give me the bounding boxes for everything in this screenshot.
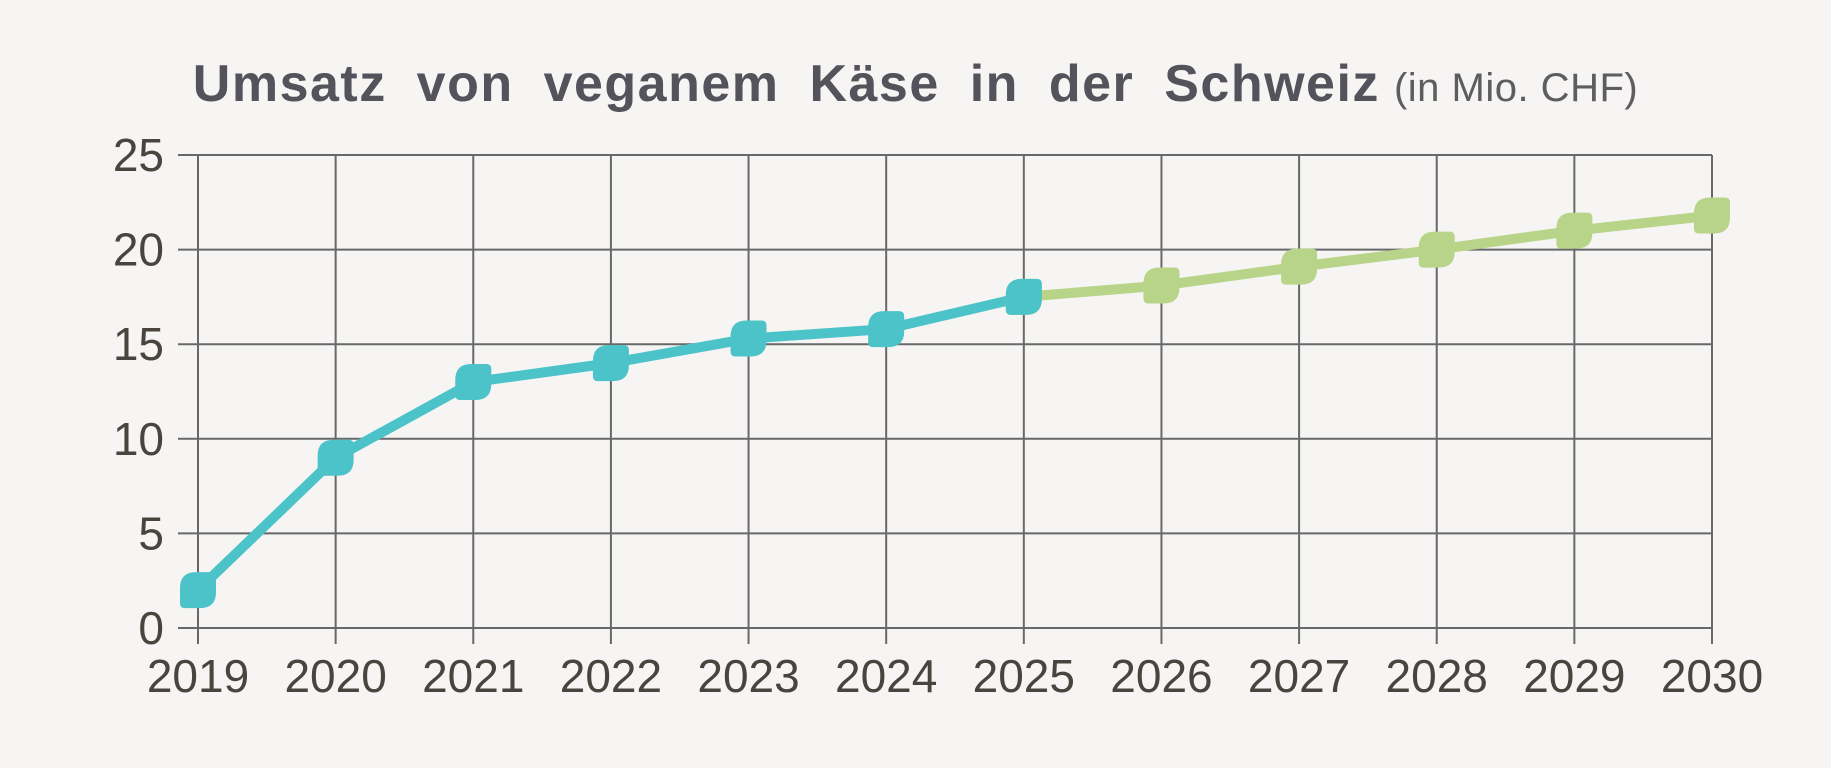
x-axis-tick-label: 2025 <box>973 650 1075 702</box>
data-point-marker-teal-2019 <box>180 572 216 609</box>
series-line-green <box>1018 210 1717 302</box>
y-axis-tick-label: 0 <box>138 602 164 654</box>
data-point-marker-teal-2023 <box>730 320 767 357</box>
x-axis-tick-label: 2022 <box>560 650 662 702</box>
y-axis-tick-label: 25 <box>113 129 164 181</box>
y-axis-tick-label: 10 <box>113 413 164 465</box>
x-axis-tick-label: 2028 <box>1386 650 1488 702</box>
data-point-marker-green-2028 <box>1418 231 1455 268</box>
x-axis-tick-label: 2027 <box>1248 650 1350 702</box>
chart-title-unit: (in Mio. CHF) <box>1393 66 1639 110</box>
x-axis-tick-label: 2026 <box>1110 650 1212 702</box>
data-point-marker-green-2026 <box>1143 267 1180 304</box>
data-point-marker-teal-2020 <box>317 439 354 476</box>
y-axis-tick-label: 20 <box>113 224 164 276</box>
x-axis-tick-label: 2023 <box>697 650 799 702</box>
data-point-marker-green-2029 <box>1556 212 1593 249</box>
data-point-marker-green-2030 <box>1694 197 1730 234</box>
data-point-marker-teal-2024 <box>868 311 905 348</box>
data-point-marker-green-2027 <box>1281 248 1318 285</box>
y-axis-tick-label: 5 <box>138 507 164 559</box>
chart-title: Umsatz von veganem Käse in der Schweiz (i… <box>0 54 1831 114</box>
x-axis-tick-label: 2019 <box>147 650 249 702</box>
x-axis-tick-label: 2021 <box>422 650 524 702</box>
x-axis-tick-label: 2020 <box>284 650 386 702</box>
chart-title-text: Umsatz von veganem Käse in der Schweiz <box>192 55 1380 113</box>
x-axis-tick-label: 2029 <box>1523 650 1625 702</box>
x-axis-tick-label: 2030 <box>1661 650 1763 702</box>
data-point-marker-teal-2022 <box>592 345 629 382</box>
y-axis-tick-label: 15 <box>113 318 164 370</box>
x-axis-tick-label: 2024 <box>835 650 937 702</box>
data-point-marker-teal-2025 <box>1005 278 1042 315</box>
data-point-marker-teal-2021 <box>455 364 492 401</box>
